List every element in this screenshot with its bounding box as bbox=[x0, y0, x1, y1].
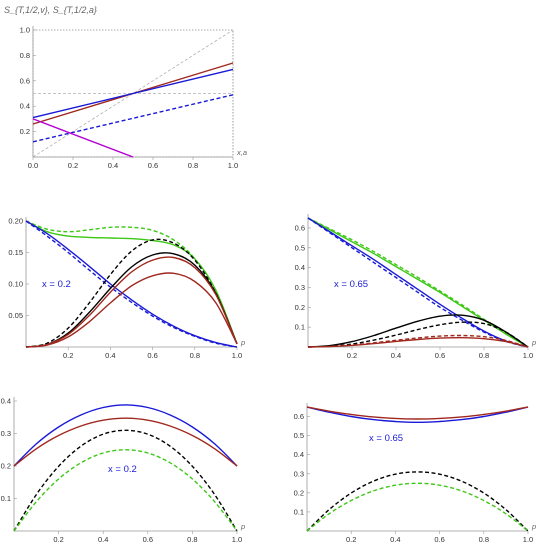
top-y-tick-label: 0.8 bbox=[20, 51, 30, 60]
mid-right-y-tick-label: 0.6 bbox=[295, 223, 305, 232]
mid-left-x-axis-label: p bbox=[240, 338, 245, 347]
bottom-left-y-tick-label: 0.4 bbox=[1, 397, 11, 406]
mid-right-y-tick-label: 0.1 bbox=[295, 323, 305, 332]
mid-right-y-tick-label: 0.3 bbox=[295, 283, 305, 292]
bottom-left-x-tick-label: 0.8 bbox=[187, 535, 197, 544]
top-x-tick-label: 1.0 bbox=[228, 161, 238, 170]
mid-left-annotation: x = 0.2 bbox=[42, 279, 71, 290]
bottom-right-y-tick-label: 0.1 bbox=[294, 507, 304, 516]
mid-right-series-black-solid bbox=[307, 314, 529, 348]
chart-mid-left: 0.2 0.4 0.6 0.8 1.0 0.05 0.10 0.15 0.20 p x = 0.2 bbox=[8, 217, 245, 361]
mid-left-series-brown-solid bbox=[25, 256, 238, 348]
mid-right-x-tick-label: 1.0 bbox=[523, 351, 533, 360]
mid-left-y-tick-label: 0.10 bbox=[8, 280, 23, 289]
mid-left-series-blue-dashed bbox=[25, 220, 238, 348]
bottom-right-x-tick-label: 0.6 bbox=[434, 535, 444, 544]
bottom-left-x-axis-label: p bbox=[240, 522, 245, 531]
bottom-left-series-green-dashed bbox=[13, 449, 238, 532]
mid-right-annotation: x = 0.65 bbox=[334, 279, 368, 290]
top-x-tick-label: 0.8 bbox=[188, 161, 198, 170]
mid-right-series-blue-dashed bbox=[307, 217, 529, 348]
top-y-axis-label: S_{T,1/2,v}, S_{T,1/2,a} bbox=[4, 5, 97, 15]
mid-left-x-tick-label: 0.2 bbox=[63, 351, 73, 360]
mid-left-x-tick-label: 0.6 bbox=[147, 351, 157, 360]
bottom-right-annotation: x = 0.65 bbox=[369, 433, 403, 444]
mid-left-y-tick-label: 0.20 bbox=[8, 217, 23, 226]
bottom-right-series-green-dashed bbox=[306, 482, 529, 532]
bottom-left-y-tick-label: 0.3 bbox=[1, 429, 11, 438]
bottom-left-series-black-dashed bbox=[13, 429, 238, 532]
mid-left-series-black-solid bbox=[25, 252, 238, 348]
mid-right-y-tick-label: 0.5 bbox=[295, 243, 305, 252]
bottom-right-series-black-dashed bbox=[306, 471, 529, 532]
mid-left-series-black-dashed bbox=[25, 238, 238, 348]
bottom-left-x-tick-label: 0.6 bbox=[143, 535, 153, 544]
bottom-right-x-tick-label: 0.4 bbox=[390, 535, 400, 544]
chart-bottom-left: 0.2 0.4 0.6 0.8 1.0 0.1 0.2 0.3 0.4 p x = 0.2 bbox=[1, 397, 246, 545]
mid-right-y-tick-label: 0.2 bbox=[295, 303, 305, 312]
mid-left-x-tick-label: 1.0 bbox=[232, 351, 242, 360]
mid-right-x-tick-label: 0.4 bbox=[391, 351, 401, 360]
bottom-right-x-axis-label: p bbox=[531, 522, 536, 531]
top-series-blue-dashed bbox=[32, 94, 234, 143]
mid-right-series-brown-solid bbox=[307, 336, 529, 348]
mid-right-series-blue-solid bbox=[307, 217, 529, 348]
top-y-tick-label: 0.4 bbox=[20, 102, 30, 111]
top-series-gray-dashed bbox=[32, 29, 234, 158]
top-y-tick-label: 0.6 bbox=[20, 76, 30, 85]
top-x-tick-label: 0.6 bbox=[148, 161, 158, 170]
bottom-right-y-tick-label: 0.2 bbox=[294, 488, 304, 497]
mid-left-y-tick-label: 0.15 bbox=[8, 248, 23, 257]
mid-right-y-tick-label: 0.4 bbox=[295, 263, 305, 272]
mid-right-x-tick-label: 0.6 bbox=[435, 351, 445, 360]
bottom-left-y-tick-label: 0.2 bbox=[1, 462, 11, 471]
bottom-left-series-blue-solid bbox=[13, 404, 238, 467]
mid-left-x-tick-label: 0.8 bbox=[190, 351, 200, 360]
bottom-right-y-tick-label: 0.4 bbox=[294, 450, 304, 459]
bottom-right-x-tick-label: 0.2 bbox=[346, 535, 356, 544]
mid-left-series-brown-solid bbox=[25, 272, 238, 348]
top-x-tick-label: 0.0 bbox=[28, 161, 38, 170]
mid-left-x-tick-label: 0.4 bbox=[105, 351, 115, 360]
mid-left-y-tick-label: 0.05 bbox=[8, 311, 23, 320]
top-y-tick-label: 0.2 bbox=[20, 127, 30, 136]
bottom-right-x-tick-label: 0.8 bbox=[479, 535, 489, 544]
bottom-right-series-blue-solid bbox=[306, 406, 529, 424]
mid-right-series-black-dashed bbox=[307, 321, 529, 348]
bottom-right-y-tick-label: 0.5 bbox=[294, 431, 304, 440]
mid-right-x-tick-label: 0.8 bbox=[479, 351, 489, 360]
bottom-right-y-tick-label: 0.6 bbox=[294, 412, 304, 421]
top-x-tick-label: 0.4 bbox=[108, 161, 118, 170]
mid-right-x-axis-label: p bbox=[531, 338, 536, 347]
top-x-tick-label: 0.2 bbox=[68, 161, 78, 170]
bottom-left-y-tick-label: 0.1 bbox=[1, 494, 11, 503]
bottom-left-x-tick-label: 0.2 bbox=[53, 535, 63, 544]
chart-mid-right: 0.2 0.4 0.6 0.8 1.0 0.1 0.2 0.3 0.4 0.5 0.6 p x = 0.… bbox=[295, 214, 536, 360]
mid-right-x-tick-label: 0.2 bbox=[347, 351, 357, 360]
bottom-right-x-tick-label: 1.0 bbox=[523, 535, 533, 544]
top-series-purple-solid bbox=[32, 118, 134, 158]
bottom-left-x-tick-label: 1.0 bbox=[232, 535, 242, 544]
top-x-axis-label: x,a bbox=[236, 148, 247, 157]
bottom-left-annotation: x = 0.2 bbox=[108, 464, 137, 475]
bottom-left-series-brown-solid bbox=[13, 417, 238, 467]
bottom-right-y-tick-label: 0.3 bbox=[294, 469, 304, 478]
bottom-right-series-brown-solid bbox=[306, 406, 529, 420]
bottom-left-x-tick-label: 0.4 bbox=[98, 535, 108, 544]
mid-right-series-green-solid bbox=[307, 217, 529, 348]
chart-bottom-right: 0.2 0.4 0.6 0.8 1.0 0.1 0.2 0.3 0.4 0.5 0.6 p x = 0.… bbox=[294, 403, 536, 544]
chart-top: 0.0 0.2 0.4 0.6 0.8 1.0 0.2 0.4 0.6 0.8 1.0 x,a bbox=[20, 26, 247, 171]
top-series-blue-solid bbox=[32, 68, 234, 119]
top-y-tick-label: 1.0 bbox=[20, 26, 30, 35]
mid-right-series-brown-dashed bbox=[307, 334, 529, 348]
